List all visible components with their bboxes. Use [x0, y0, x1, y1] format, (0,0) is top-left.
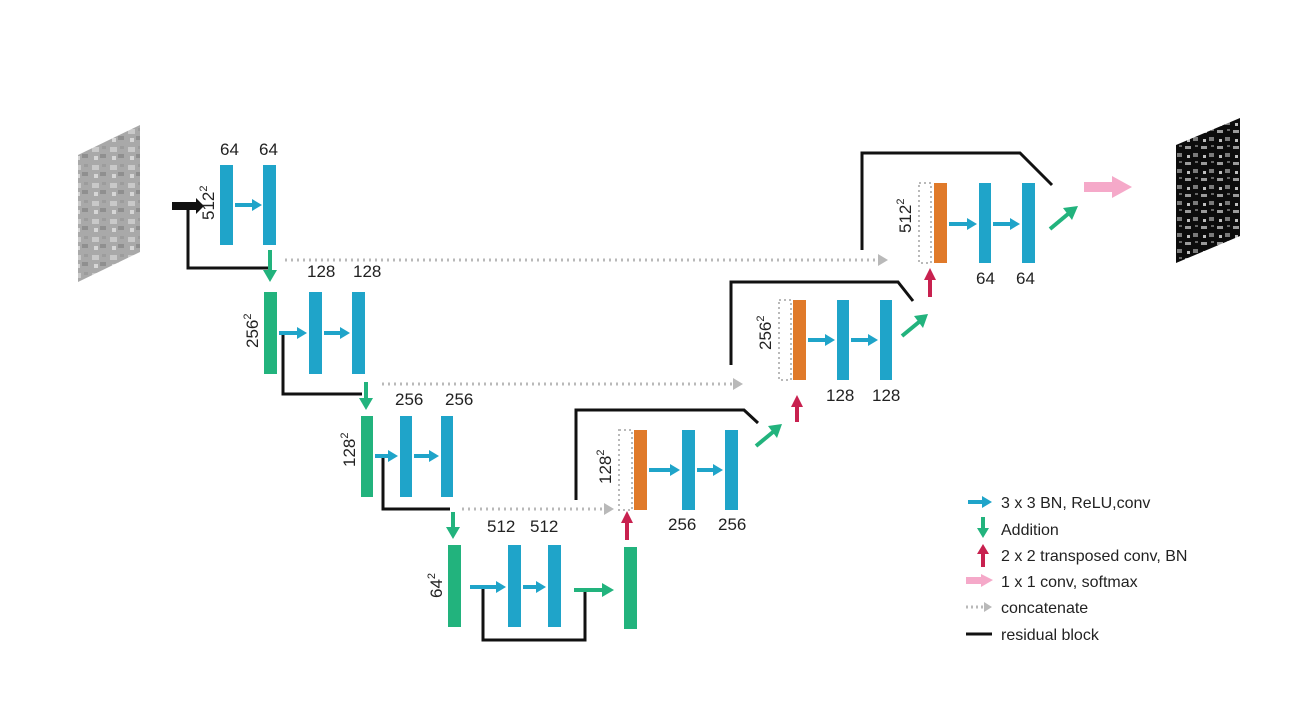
red-arrow-icon	[977, 544, 989, 554]
channel-label: 256	[668, 515, 696, 534]
encoder-level3	[361, 416, 453, 497]
conv-block	[508, 545, 521, 627]
addition-arrows	[263, 206, 1078, 597]
channel-label: 512	[530, 517, 558, 536]
channel-label: 256	[445, 390, 473, 409]
size-label: 1282	[595, 450, 615, 485]
legend-item: concatenate	[966, 600, 1088, 617]
conv-block	[682, 430, 695, 510]
legend-item: 1 x 1 conv, softmax	[966, 574, 1138, 591]
cyan-arrow-icon	[982, 496, 992, 508]
legend-label: 3 x 3 BN, ReLU,conv	[1001, 495, 1150, 512]
conv-arrows	[235, 199, 1020, 593]
output-image	[1176, 118, 1240, 263]
green-arrow-icon	[977, 528, 989, 538]
conv-block	[220, 165, 233, 245]
channel-label: 64	[1016, 269, 1035, 288]
conv-block	[725, 430, 738, 510]
decoder-level2	[778, 299, 892, 381]
softmax-arrow	[1084, 176, 1132, 198]
encoder-level4	[448, 545, 637, 629]
size-label: 2562	[755, 316, 775, 351]
addition-block	[624, 547, 637, 629]
addition-block	[264, 292, 277, 374]
residual-lines	[186, 151, 1054, 642]
channel-label: 256	[395, 390, 423, 409]
concat-outline	[618, 429, 633, 511]
legend-label: concatenate	[1001, 600, 1088, 617]
size-label: 2562	[242, 314, 262, 349]
encoder-level2	[264, 292, 365, 374]
concat-outline	[918, 182, 932, 264]
legend-item: Addition	[977, 517, 1059, 539]
legend-label: 2 x 2 transposed conv, BN	[1001, 548, 1187, 565]
channel-label: 128	[872, 386, 900, 405]
legend-label: residual block	[1001, 627, 1100, 644]
legend-item: residual block	[966, 627, 1100, 644]
conv-block	[441, 416, 453, 497]
upconv-block	[793, 300, 806, 380]
size-label: 642	[426, 573, 446, 598]
encoder-level1	[220, 165, 276, 245]
legend-item: 3 x 3 BN, ReLU,conv	[968, 495, 1150, 512]
conv-block	[400, 416, 412, 497]
input-image	[78, 125, 140, 282]
gray-dotted-arrow-icon	[984, 602, 992, 612]
channel-label: 128	[307, 262, 335, 281]
channel-label: 512	[487, 517, 515, 536]
encoder-labels: 64 64 128 128 256 256 512 512	[220, 140, 558, 536]
concatenate-arrowheads	[604, 254, 888, 515]
size-label: 1282	[339, 433, 359, 468]
upconv-block	[934, 183, 947, 263]
size-labels: 5122 2562 1282 642 1282 2562 5122	[198, 186, 915, 599]
channel-label: 64	[259, 140, 278, 159]
addition-block	[448, 545, 461, 627]
transposed-arrows	[621, 268, 936, 540]
conv-block	[837, 300, 849, 380]
conv-block	[263, 165, 276, 245]
pink-arrow-icon	[981, 574, 993, 587]
channel-label: 128	[826, 386, 854, 405]
channel-label: 128	[353, 262, 381, 281]
conv-block	[1022, 183, 1035, 263]
upconv-block	[634, 430, 647, 510]
size-label: 5122	[895, 199, 915, 234]
decoder-level1	[918, 182, 1035, 264]
legend-label: 1 x 1 conv, softmax	[1001, 574, 1138, 591]
conv-block	[548, 545, 561, 627]
conv-block	[309, 292, 322, 374]
addition-block	[361, 416, 373, 497]
conv-block	[880, 300, 892, 380]
channel-label: 64	[976, 269, 995, 288]
channel-label: 64	[220, 140, 239, 159]
decoder-level3	[618, 429, 738, 511]
channel-label: 256	[718, 515, 746, 534]
input-arrowhead	[172, 198, 204, 214]
size-label: 5122	[198, 186, 218, 221]
legend-item: 2 x 2 transposed conv, BN	[977, 544, 1187, 567]
conv-block	[979, 183, 991, 263]
conv-block	[352, 292, 365, 374]
legend-label: Addition	[1001, 522, 1059, 539]
concat-outline	[778, 299, 792, 381]
decoder-labels: 256 256 128 128 64 64	[668, 269, 1035, 534]
legend: 3 x 3 BN, ReLU,conv Addition 2 x 2 trans…	[966, 495, 1187, 644]
concatenate-arrows	[285, 258, 878, 511]
